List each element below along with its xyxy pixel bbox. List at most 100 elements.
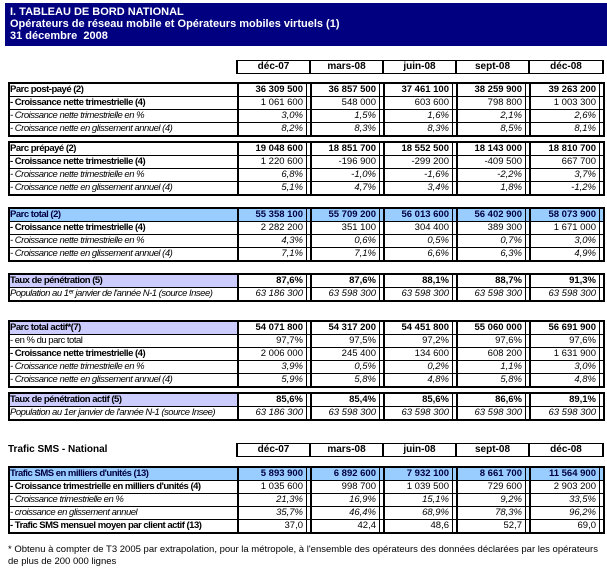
cell-value: 8,2%: [240, 123, 307, 135]
table-row: - Croissance nette trimestrielle en % 3,9…: [9, 360, 604, 374]
cell-value: 63 598 300: [532, 288, 600, 300]
value-cell: 4,7%: [310, 181, 384, 195]
table-row: - Croissance nette trimestrielle (4) 2 00…: [9, 347, 604, 361]
cell-value: 18 552 500: [386, 143, 453, 155]
cell-value: 3,9%: [240, 361, 307, 373]
value-cell: -1,0%: [310, 168, 384, 182]
table-row: Parc prépayé (2) 19 048 600 18 851 700 18 5…: [9, 142, 604, 156]
cell-value: 4,7%: [313, 182, 380, 194]
cell-value: 245 400: [313, 348, 380, 360]
cell-value: 4,9%: [532, 248, 600, 260]
value-cell: -1,2%: [529, 181, 604, 195]
row-label: Parc post-payé (2): [9, 83, 238, 97]
value-cell: 5,1%: [237, 181, 311, 195]
cell-value: 1 671 000: [532, 222, 600, 234]
cell-value: 21,3%: [240, 494, 307, 506]
value-cell: 0,5%: [383, 234, 457, 248]
cell-value: 389 300: [459, 222, 526, 234]
value-cell: 56 013 600: [383, 208, 457, 222]
value-cell: 0,5%: [310, 360, 384, 374]
cell-value: 97,6%: [532, 335, 600, 347]
cell-value: 63 598 300: [313, 288, 380, 300]
column-header: déc-08: [528, 60, 604, 74]
cell-value: 6,3%: [459, 248, 526, 260]
value-cell: 798 800: [456, 96, 530, 110]
row-label: - Croissance nette en glissement annuel …: [10, 248, 173, 259]
value-cell: 608 200: [456, 347, 530, 361]
value-cell: 729 600: [456, 480, 530, 494]
value-cell: 39 263 200: [529, 83, 604, 97]
value-cell: 3,0%: [237, 109, 311, 123]
row-label: - Croissance trimestrielle en milliers d…: [9, 480, 238, 494]
cell-value: 19 048 600: [240, 143, 307, 155]
value-cell: 19 048 600: [237, 142, 311, 156]
value-cell: 4,3%: [237, 234, 311, 248]
value-cell: 85,6%: [237, 393, 311, 407]
value-cell: 16,9%: [310, 493, 384, 507]
value-cell: 2,1%: [456, 109, 530, 123]
value-cell: 97,2%: [383, 334, 457, 348]
column-header-row-sms-period-columns: Trafic SMS - National déc-07 mars-08 juin-0…: [8, 443, 604, 457]
table-row: déc-07 mars-08 juin-08 sept-08 déc-08: [8, 60, 604, 74]
table-row: Taux de pénétration actif (5) 85,6% 85,4% 8…: [9, 393, 604, 407]
value-cell: 8,3%: [310, 122, 384, 136]
table-row: Parc post-payé (2) 36 309 500 36 857 500 37…: [9, 83, 604, 97]
column-header: juin-08: [382, 443, 457, 457]
table-row: Trafic SMS - National déc-07 mars-08 juin-0…: [8, 443, 604, 457]
value-cell: 91,3%: [529, 274, 604, 288]
value-cell: 304 400: [383, 221, 457, 235]
cell-value: 89,1%: [532, 394, 600, 406]
value-cell: 63 598 300: [456, 287, 530, 301]
cell-value: 2,1%: [459, 110, 526, 122]
table-row: - Trafic SMS mensuel moyen par client ac…: [9, 519, 604, 533]
cell-value: 88,1%: [386, 275, 453, 287]
table-row: - Croissance nette en glissement annuel …: [9, 247, 604, 261]
cell-value: 1,5%: [313, 110, 380, 122]
value-cell: 1,1%: [456, 360, 530, 374]
row-label: - Croissance nette trimestrielle en %: [9, 168, 238, 182]
value-cell: 7 932 100: [383, 467, 457, 481]
value-cell: 89,1%: [529, 393, 604, 407]
value-cell: 4,8%: [383, 373, 457, 387]
cell-value: 56 691 900: [532, 322, 600, 334]
value-cell: 1,6%: [383, 109, 457, 123]
value-cell: 2 903 200: [529, 480, 604, 494]
cell-value: 7,1%: [240, 248, 307, 260]
value-cell: 5 893 900: [237, 467, 311, 481]
value-cell: 88,7%: [456, 274, 530, 288]
dashboard-table-area: déc-07 mars-08 juin-08 sept-08 déc-08 Parc po…: [0, 60, 607, 534]
value-cell: 8,5%: [456, 122, 530, 136]
value-cell: 36 857 500: [310, 83, 384, 97]
value-cell: 245 400: [310, 347, 384, 361]
value-cell: 1 061 600: [237, 96, 311, 110]
value-cell: 4,9%: [529, 247, 604, 261]
value-cell: 54 317 200: [310, 321, 384, 335]
row-label: Parc prépayé (2): [9, 142, 238, 156]
value-cell: 18 810 700: [529, 142, 604, 156]
value-cell: 1 039 500: [383, 480, 457, 494]
cell-value: 97,7%: [240, 335, 307, 347]
cell-value: 63 186 300: [240, 407, 307, 419]
table-row: Taux de pénétration (5) 87,6% 87,6% 88,1% 88…: [9, 274, 604, 288]
cell-value: 608 200: [459, 348, 526, 360]
cell-value: 97,6%: [459, 335, 526, 347]
cell-value: 68,9%: [386, 507, 453, 519]
cell-value: 15,1%: [386, 494, 453, 506]
cell-value: -299 200: [386, 156, 453, 168]
cell-value: 0,5%: [313, 361, 380, 373]
value-cell: 11 564 900: [529, 467, 604, 481]
table-group-label: Trafic SMS - National: [8, 444, 108, 455]
value-cell: 1 671 000: [529, 221, 604, 235]
cell-value: 55 358 100: [240, 209, 307, 221]
column-header: mars-08: [309, 443, 384, 457]
cell-value: 56 402 900: [459, 209, 526, 221]
column-header: juin-08: [382, 60, 457, 74]
cell-value: 46,4%: [313, 507, 380, 519]
value-cell: 2 282 200: [237, 221, 311, 235]
cell-value: 1 631 900: [532, 348, 600, 360]
cell-value: 4,3%: [240, 235, 307, 247]
cell-value: 1,1%: [459, 361, 526, 373]
cell-value: -2,2%: [459, 169, 526, 181]
table-row: Parc total actif*(7) 54 071 800 54 317 200…: [9, 321, 604, 335]
value-cell: 1 035 600: [237, 480, 311, 494]
